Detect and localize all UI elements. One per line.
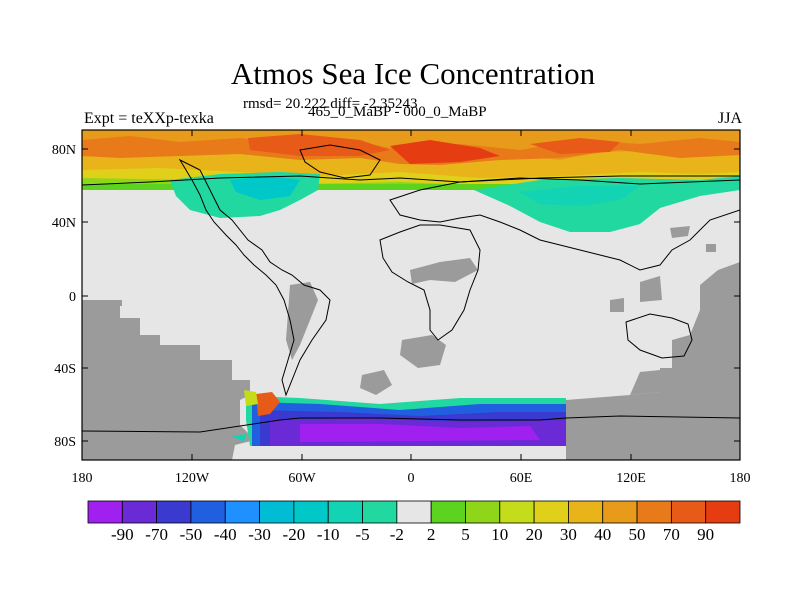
coast-africa <box>379 224 481 341</box>
colorbar-label: 70 <box>663 525 680 544</box>
colorbar-label: -70 <box>145 525 168 544</box>
colorbar-label: 50 <box>629 525 646 544</box>
map-field <box>82 130 740 460</box>
map-title: Atmos Sea Ice Concentration <box>230 56 596 91</box>
colorbar-swatch <box>362 500 398 524</box>
colorbar-label: 5 <box>461 525 470 544</box>
colorbar-swatch <box>87 500 123 524</box>
lat-tick-label: 80N <box>52 143 76 158</box>
colorbar-swatch <box>705 500 741 524</box>
experiment-label: Expt = teXXp-texka <box>84 110 214 127</box>
colorbar-swatch <box>533 500 569 524</box>
lon-tick-label: 60W <box>288 471 316 486</box>
land-east-patch <box>630 370 660 395</box>
stats-text: rmsd= 20.222 diff= -2.35243 <box>243 96 418 112</box>
land-east <box>566 262 740 460</box>
land-areas <box>82 226 740 460</box>
colorbar-label: -40 <box>214 525 237 544</box>
colorbar-label: 2 <box>427 525 436 544</box>
colorbar-label: -50 <box>180 525 203 544</box>
colorbar-swatch <box>293 500 329 524</box>
land-pacific-south <box>82 300 250 400</box>
land-indian-ocean <box>610 298 624 312</box>
colorbar-label: 30 <box>560 525 577 544</box>
season-label: JJA <box>717 110 742 127</box>
coast-eurasia <box>389 177 740 271</box>
colorbar-label: -5 <box>355 525 369 544</box>
colorbar-swatch <box>430 500 466 524</box>
lon-tick-label: 0 <box>408 471 415 486</box>
colorbar-label: -30 <box>248 525 271 544</box>
colorbar-swatch <box>224 500 260 524</box>
coast-arctic <box>82 175 740 186</box>
lat-tick-label: 40S <box>54 362 76 377</box>
longitude-axis: 180 120W 60W 0 60E 120E 180 <box>72 130 751 486</box>
colorbar-swatch <box>670 500 707 524</box>
colorbar-label: 90 <box>697 525 714 544</box>
colorbar-label: 20 <box>526 525 543 544</box>
colorbar-label: -20 <box>283 525 306 544</box>
colorbar-label: -2 <box>390 525 404 544</box>
colorbar-swatch <box>190 500 226 524</box>
colorbar-swatch <box>121 500 158 524</box>
land-africa-north <box>410 258 478 284</box>
coast-greenland <box>299 144 381 179</box>
coast-antarctica <box>82 415 740 433</box>
lon-tick-label: 120E <box>616 471 646 486</box>
land-africa-south <box>400 335 446 368</box>
period-label: 465_0_MaBP - 000_0_MaBP <box>308 104 487 120</box>
land-japan <box>670 226 690 238</box>
colorbar-swatch <box>465 500 501 524</box>
lat-tick-label: 80S <box>54 435 76 450</box>
coast-americas <box>178 158 331 397</box>
land-pacific-islet <box>706 244 716 252</box>
colorbar-swatch <box>499 500 535 524</box>
colorbar-label: -10 <box>317 525 340 544</box>
land-indonesia <box>640 276 662 302</box>
lon-tick-label: 180 <box>730 471 751 486</box>
colorbar-swatch <box>259 500 295 524</box>
colorbar: -90 -70 -50 -40 -30 -20 -10 -5 -2 2 5 10 20 30 40 50 70 9… <box>87 500 741 544</box>
antarctic-band <box>232 390 566 446</box>
colorbar-label: -90 <box>111 525 134 544</box>
lon-tick-label: 60E <box>510 471 533 486</box>
latitude-axis: 80N 40N 0 40S 80S <box>52 143 740 450</box>
colorbar-swatch <box>396 500 432 524</box>
colorbar-swatch <box>636 500 672 524</box>
colorbar-swatch <box>327 500 363 524</box>
lat-tick-label: 40N <box>52 216 76 231</box>
land-south-atlantic <box>360 370 392 395</box>
colorbar-swatch <box>602 500 638 524</box>
colorbar-label: 10 <box>491 525 508 544</box>
colorbar-swatch <box>156 500 192 524</box>
land-small-patch <box>112 300 122 306</box>
colorbar-label: 40 <box>594 525 611 544</box>
land-south-pacific-sector <box>82 400 255 460</box>
lat-tick-label: 0 <box>69 290 76 305</box>
coast-australia <box>625 313 693 359</box>
colorbar-swatch <box>568 500 604 524</box>
north-negative-regions <box>170 172 740 232</box>
lon-tick-label: 180 <box>72 471 93 486</box>
coastlines <box>82 144 740 433</box>
lon-tick-label: 120W <box>175 471 210 486</box>
